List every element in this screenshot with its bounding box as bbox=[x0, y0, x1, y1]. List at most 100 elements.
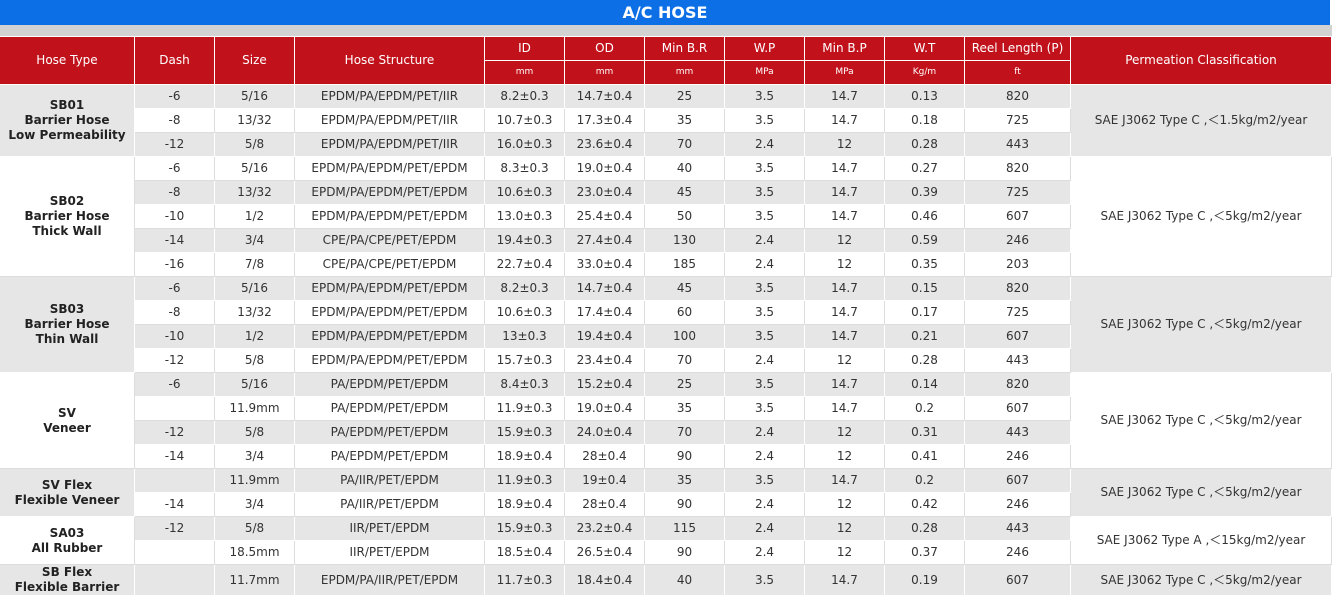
data-cell: 8.2±0.3 bbox=[485, 277, 565, 301]
data-cell: 18.9±0.4 bbox=[485, 493, 565, 517]
cell-text: 12 bbox=[836, 257, 853, 271]
cell-text: 13.0±0.3 bbox=[496, 209, 553, 223]
data-cell: -6 bbox=[135, 277, 215, 301]
data-cell bbox=[135, 469, 215, 493]
data-cell: 0.41 bbox=[885, 445, 965, 469]
cell-text: -12 bbox=[164, 425, 185, 439]
data-cell: 5/16 bbox=[215, 85, 295, 109]
cell-text: 70 bbox=[676, 353, 693, 367]
cell-text: 15.7±0.3 bbox=[496, 353, 553, 367]
cell-text: -8 bbox=[168, 113, 181, 127]
data-cell: EPDM/PA/EPDM/PET/EPDM bbox=[295, 205, 485, 229]
data-cell: 443 bbox=[965, 133, 1071, 157]
cell-text: 0.19 bbox=[911, 572, 938, 587]
hose-type-line: SV Flex bbox=[41, 477, 93, 492]
data-cell: 3.5 bbox=[725, 109, 805, 133]
data-cell: PA/EPDM/PET/EPDM bbox=[295, 445, 485, 469]
permeation-text: SAE J3062 Type C ,＜5kg/m2/year bbox=[1100, 413, 1302, 427]
cell-text: EPDM/PA/EPDM/PET/EPDM bbox=[311, 353, 468, 367]
cell-text: PA/EPDM/PET/EPDM bbox=[330, 449, 449, 463]
cell-text: 23.6±0.4 bbox=[576, 137, 633, 151]
unit-text: mm bbox=[675, 67, 694, 77]
cell-text: CPE/PA/CPE/PET/EPDM bbox=[322, 233, 457, 247]
hose-type-line: SA03 bbox=[49, 525, 85, 540]
cell-text: PA/EPDM/PET/EPDM bbox=[330, 377, 449, 391]
cell-text: 13/32 bbox=[237, 305, 272, 319]
cell-text: 35 bbox=[676, 401, 693, 415]
cell-text: EPDM/PA/EPDM/PET/IIR bbox=[320, 113, 459, 127]
cell-text: 443 bbox=[1006, 137, 1029, 151]
data-cell: 5/8 bbox=[215, 349, 295, 373]
data-cell: 2.4 bbox=[725, 253, 805, 277]
hose-type-line: SB03 bbox=[49, 302, 85, 316]
cell-text: 2.4 bbox=[754, 353, 775, 367]
cell-text: 40 bbox=[676, 161, 693, 175]
data-cell: 5/8 bbox=[215, 133, 295, 157]
cell-text: 0.41 bbox=[911, 449, 938, 463]
cell-text: EPDM/PA/EPDM/PET/EPDM bbox=[311, 305, 468, 319]
data-cell: 18.5±0.4 bbox=[485, 541, 565, 565]
data-cell: 0.42 bbox=[885, 493, 965, 517]
cell-text: PA/IIR/PET/EPDM bbox=[340, 497, 439, 511]
data-cell: 11.9mm bbox=[215, 469, 295, 493]
data-cell: PA/IIR/PET/EPDM bbox=[295, 493, 485, 517]
data-cell: 203 bbox=[965, 253, 1071, 277]
data-cell: -10 bbox=[135, 325, 215, 349]
data-cell: 0.46 bbox=[885, 205, 965, 229]
data-cell: 23.6±0.4 bbox=[565, 133, 645, 157]
data-cell: -12 bbox=[135, 517, 215, 541]
permeation-text: SAE J3062 Type C ,＜5kg/m2/year bbox=[1100, 209, 1302, 223]
data-cell: 3.5 bbox=[725, 397, 805, 421]
data-cell: 25 bbox=[645, 373, 725, 397]
cell-text: IIR/PET/EPDM bbox=[349, 521, 430, 535]
column-unit: MPa bbox=[725, 61, 805, 85]
cell-text: 14.7 bbox=[831, 473, 858, 487]
cell-text: 35 bbox=[676, 473, 693, 487]
data-cell: -8 bbox=[135, 109, 215, 133]
cell-text: -6 bbox=[168, 377, 181, 391]
cell-text: -6 bbox=[168, 89, 181, 103]
data-cell: 3.5 bbox=[725, 85, 805, 109]
data-cell: 45 bbox=[645, 181, 725, 205]
cell-text: 2.4 bbox=[754, 257, 775, 271]
data-cell: -6 bbox=[135, 85, 215, 109]
cell-text: 0.15 bbox=[911, 281, 938, 295]
data-cell: 0.19 bbox=[885, 565, 965, 596]
unit-text: MPa bbox=[755, 67, 774, 77]
cell-text: 0.13 bbox=[911, 89, 938, 103]
data-cell: 33.0±0.4 bbox=[565, 253, 645, 277]
cell-text: 246 bbox=[1006, 497, 1029, 511]
data-cell: 14.7 bbox=[805, 181, 885, 205]
cell-text: 50 bbox=[676, 209, 693, 223]
data-cell: PA/EPDM/PET/EPDM bbox=[295, 373, 485, 397]
cell-text: 246 bbox=[1006, 233, 1029, 247]
cell-text: 14.7±0.4 bbox=[576, 89, 633, 103]
data-cell: 820 bbox=[965, 277, 1071, 301]
data-cell: 820 bbox=[965, 157, 1071, 181]
hose-type-cell: SB Flex Flexible Barrier bbox=[0, 565, 135, 596]
cell-text: -12 bbox=[164, 353, 185, 367]
data-cell: 246 bbox=[965, 541, 1071, 565]
hose-type-line: Flexible Veneer bbox=[14, 492, 120, 507]
data-cell: 23.2±0.4 bbox=[565, 517, 645, 541]
header-text: Hose Structure bbox=[344, 53, 435, 67]
cell-text: EPDM/PA/IIR/PET/EPDM bbox=[320, 572, 459, 587]
header-text: Permeation Classification bbox=[1125, 53, 1277, 67]
data-cell: 14.7 bbox=[805, 325, 885, 349]
data-cell: EPDM/PA/IIR/PET/EPDM bbox=[295, 565, 485, 596]
cell-text: 13/32 bbox=[237, 113, 272, 127]
data-cell: 443 bbox=[965, 517, 1071, 541]
data-cell: 2.4 bbox=[725, 229, 805, 253]
cell-text: 3.5 bbox=[754, 473, 775, 487]
data-cell: EPDM/PA/EPDM/PET/EPDM bbox=[295, 349, 485, 373]
data-cell: 725 bbox=[965, 301, 1071, 325]
column-unit: mm bbox=[645, 61, 725, 85]
data-cell: 2.4 bbox=[725, 517, 805, 541]
data-cell: -14 bbox=[135, 229, 215, 253]
data-cell: 15.7±0.3 bbox=[485, 349, 565, 373]
header-text: OD bbox=[595, 41, 614, 55]
cell-text: 23.4±0.4 bbox=[576, 353, 633, 367]
header-text: Size bbox=[242, 53, 267, 67]
cell-text: 8.2±0.3 bbox=[500, 281, 549, 295]
data-cell: -8 bbox=[135, 301, 215, 325]
